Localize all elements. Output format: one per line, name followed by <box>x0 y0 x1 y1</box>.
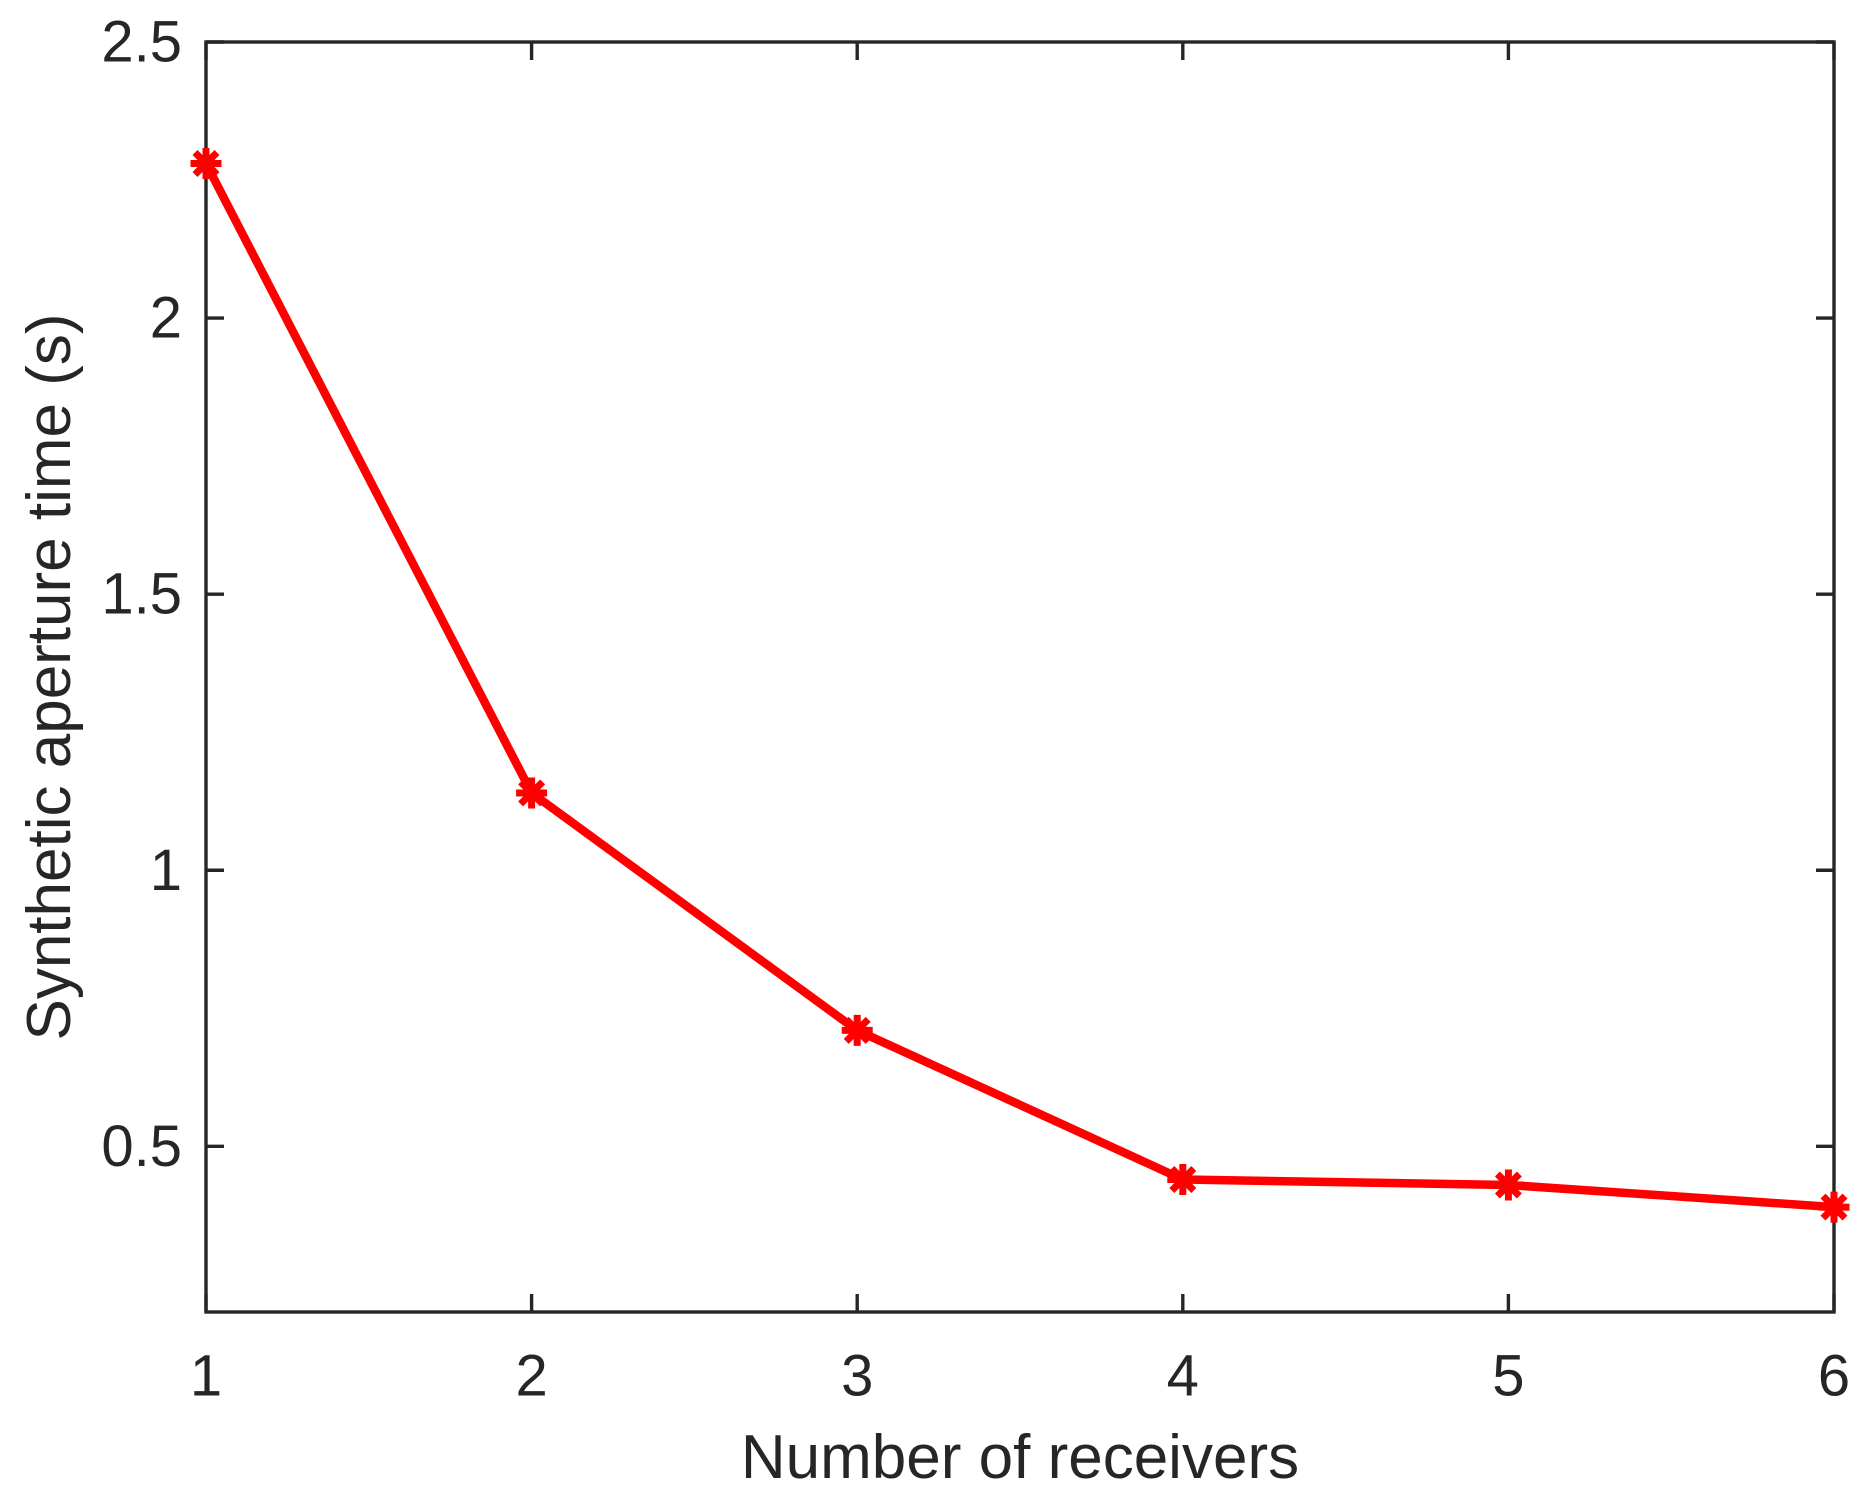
x-tick-label: 3 <box>841 1344 873 1409</box>
data-point-marker <box>1167 1163 1199 1195</box>
x-tick-label: 5 <box>1492 1344 1524 1409</box>
y-tick-label: 2 <box>150 286 182 351</box>
x-tick-label: 4 <box>1167 1344 1199 1409</box>
data-point-marker <box>1818 1191 1850 1223</box>
x-tick-label: 1 <box>190 1344 222 1409</box>
series-line <box>202 161 1835 1212</box>
x-axis-label: Number of receivers <box>740 1423 1300 1492</box>
y-axis-label: Synthetic aperture time (s) <box>15 313 84 1041</box>
y-tick-label: 1 <box>150 838 182 903</box>
x-tick-label: 2 <box>515 1344 547 1409</box>
plot-border <box>204 40 1836 1314</box>
data-point-marker <box>516 777 548 809</box>
y-tick-label: 2.5 <box>101 10 182 75</box>
data-point-marker <box>190 147 222 179</box>
y-tick-label: 1.5 <box>101 562 182 627</box>
x-tick-label: 6 <box>1818 1344 1850 1409</box>
data-point-marker <box>841 1014 873 1046</box>
y-tick-label: 0.5 <box>101 1114 182 1179</box>
data-point-marker <box>1492 1169 1524 1201</box>
